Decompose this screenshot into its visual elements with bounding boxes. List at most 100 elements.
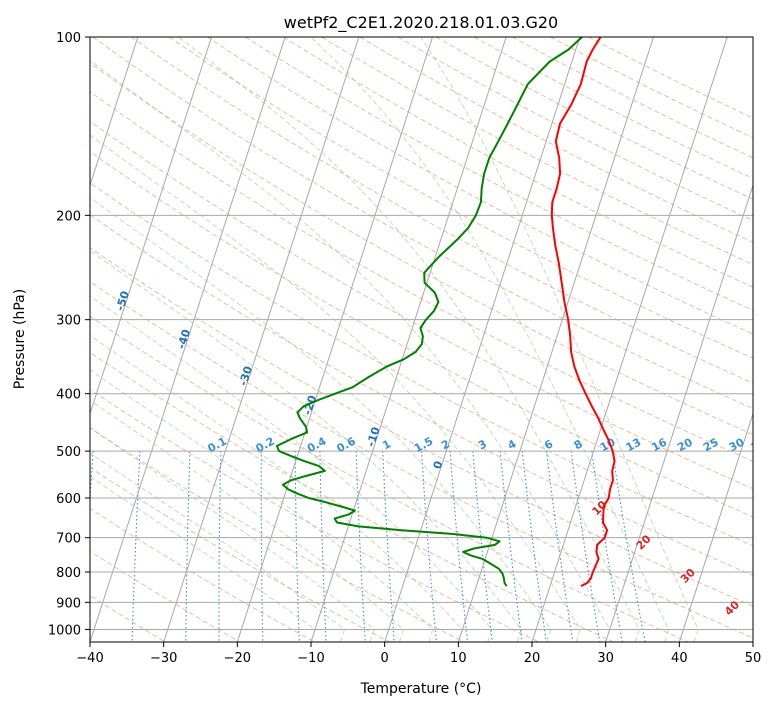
mixing-ratio-label: 0.6 bbox=[335, 434, 359, 455]
isotherm-label: -10 bbox=[364, 425, 383, 448]
mixing-ratio-line bbox=[185, 451, 191, 642]
moist-adiabat bbox=[90, 334, 463, 642]
moist-adiabat bbox=[90, 399, 404, 642]
y-tick-label: 600 bbox=[56, 492, 81, 507]
dry-adiabat bbox=[92, 37, 753, 410]
dry-adiabat bbox=[168, 37, 753, 359]
y-tick-label: 200 bbox=[56, 209, 81, 224]
mixing-ratio-line bbox=[591, 451, 623, 642]
plot-frame bbox=[89, 36, 754, 643]
x-tick-label: 40 bbox=[671, 651, 688, 666]
mixing-ratio-line bbox=[260, 451, 264, 642]
x-axis: −40 −30 −20 −10 0 10 20 30 40 50 bbox=[76, 642, 761, 666]
dry-adiabat bbox=[130, 37, 753, 384]
isotherm-line bbox=[90, 37, 286, 642]
isotherm-label: -60 bbox=[54, 244, 73, 267]
moist-adiabat bbox=[90, 134, 581, 642]
y-tick-label: 300 bbox=[56, 314, 81, 329]
isotherm-label: -40 bbox=[175, 327, 194, 350]
grid-lines bbox=[0, 37, 753, 642]
background-lines bbox=[90, 37, 753, 642]
x-tick-label: −30 bbox=[150, 651, 177, 666]
isotherm-line bbox=[310, 37, 507, 642]
mixing-ratio-label: 1 bbox=[380, 437, 393, 452]
dry-adiabat bbox=[206, 37, 753, 335]
mixing-ratio-line bbox=[355, 451, 366, 642]
dry-adiabat bbox=[550, 37, 753, 139]
mixing-ratio-line bbox=[90, 451, 94, 508]
isotherm-line bbox=[236, 37, 433, 642]
moist-adiabat bbox=[90, 427, 375, 642]
dry-adiabat bbox=[90, 427, 465, 642]
x-tick-label: −10 bbox=[297, 651, 324, 666]
isotherm-label: -30 bbox=[237, 364, 256, 387]
moist-adiabat bbox=[90, 295, 493, 642]
series-lines bbox=[276, 37, 616, 587]
moist-adiabat-label: 30 bbox=[678, 566, 698, 586]
isotherm-line bbox=[90, 37, 212, 416]
mixing-ratio-label: 4 bbox=[506, 437, 519, 452]
y-tick-label: 500 bbox=[56, 445, 81, 460]
isotherm-line bbox=[678, 412, 753, 642]
mixing-ratio-label: 0.2 bbox=[253, 435, 276, 456]
dry-adiabat bbox=[283, 37, 753, 288]
isotherm-label: 0 bbox=[431, 459, 446, 471]
mixing-ratio-line bbox=[319, 451, 327, 642]
dry-adiabat bbox=[90, 507, 315, 642]
mixing-ratio-label: 8 bbox=[572, 437, 585, 452]
isotherm-line bbox=[457, 37, 654, 642]
dry-adiabat bbox=[397, 37, 753, 222]
x-tick-label: −20 bbox=[224, 651, 251, 666]
mixing-ratio-label: 3 bbox=[476, 437, 489, 452]
y-axis-label: Pressure (hPa) bbox=[12, 289, 28, 389]
mixing-ratio-label: 16 bbox=[649, 435, 669, 454]
y-axis: 100 200 300 400 500 600 700 800 900 1000 bbox=[48, 31, 90, 638]
y-tick-label: 100 bbox=[56, 31, 81, 46]
mixing-ratio-label: 13 bbox=[624, 436, 644, 455]
isotherm-line bbox=[0, 37, 64, 642]
mixing-ratio-label: 25 bbox=[701, 436, 721, 455]
dry-adiabat bbox=[90, 247, 753, 607]
x-axis-label: Temperature (°C) bbox=[360, 681, 482, 697]
dry-adiabat bbox=[588, 37, 753, 119]
mixing-ratio-line bbox=[382, 451, 395, 642]
y-tick-label: 1000 bbox=[48, 623, 81, 638]
mixing-ratio-line bbox=[218, 451, 222, 642]
moist-adiabat bbox=[178, 37, 640, 642]
mixing-ratio-line bbox=[570, 451, 601, 642]
dry-adiabat bbox=[90, 388, 540, 642]
moist-adiabat bbox=[90, 59, 611, 642]
dry-adiabat bbox=[90, 280, 753, 639]
dry-adiabat bbox=[90, 550, 241, 642]
dry-adiabat bbox=[90, 151, 753, 518]
mixing-ratio-line bbox=[421, 451, 437, 642]
moist-adiabat-label: 20 bbox=[634, 532, 654, 552]
dry-adiabat bbox=[90, 351, 614, 642]
x-tick-label: 0 bbox=[381, 651, 389, 666]
moist-adiabat bbox=[310, 37, 670, 642]
isotherm-line bbox=[605, 183, 753, 642]
x-tick-label: 10 bbox=[450, 651, 467, 666]
temperature-profile bbox=[550, 37, 616, 587]
moist-adiabat-label: 40 bbox=[722, 598, 742, 618]
moist-adiabat bbox=[90, 452, 346, 642]
moist-adiabat bbox=[420, 37, 699, 642]
mixing-ratio-label: 0.4 bbox=[305, 434, 329, 455]
moist-adiabat bbox=[90, 250, 522, 642]
y-tick-label: 400 bbox=[56, 388, 81, 403]
dry-adiabat bbox=[90, 466, 390, 642]
mixing-ratio-line bbox=[449, 451, 469, 642]
mixing-ratio-label: 30 bbox=[727, 435, 747, 454]
dewpoint-profile bbox=[276, 37, 583, 587]
mixing-ratio-line bbox=[294, 451, 300, 642]
dry-adiabat bbox=[90, 315, 689, 642]
dry-adiabat bbox=[90, 182, 753, 547]
mixing-ratio-line bbox=[499, 451, 523, 642]
isotherm-label: -20 bbox=[301, 393, 320, 416]
isotherm-line bbox=[163, 37, 360, 642]
isotherm-label: -50 bbox=[113, 289, 132, 312]
dry-adiabat bbox=[245, 37, 753, 311]
isotherm-label: -70 bbox=[0, 196, 15, 219]
mixing-ratio-label: 6 bbox=[542, 437, 555, 452]
